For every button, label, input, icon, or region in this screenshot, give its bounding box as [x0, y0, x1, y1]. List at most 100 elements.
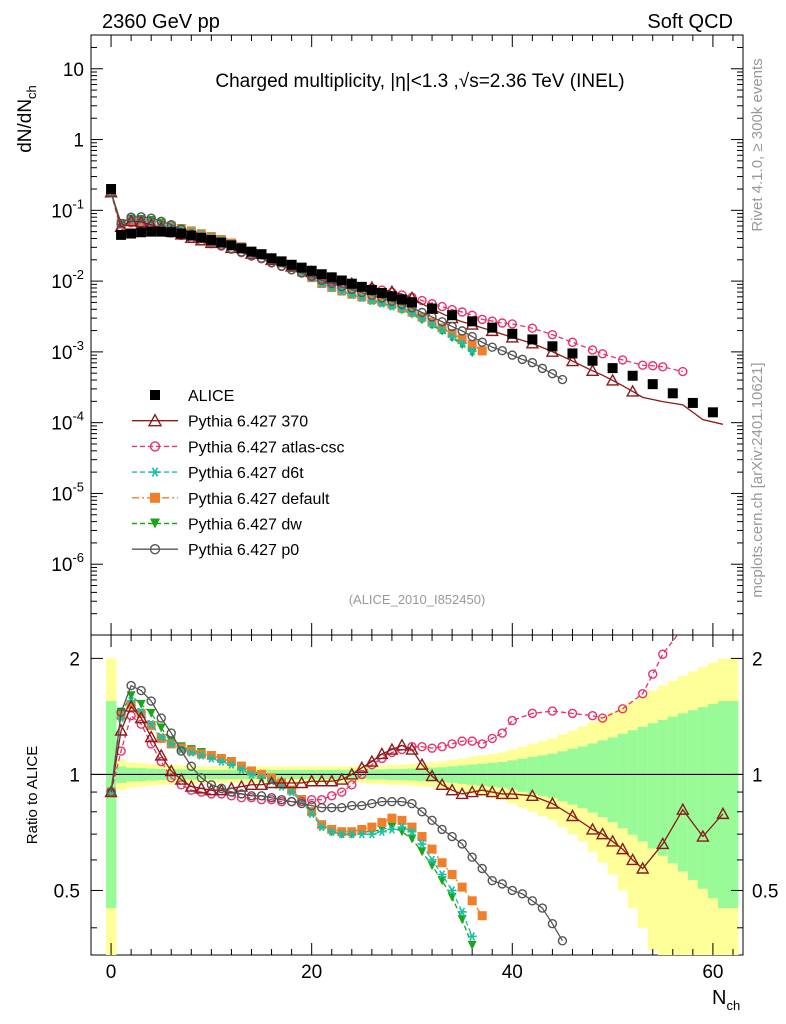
star-stroke — [429, 319, 435, 329]
legend-entry: Pythia 6.427 default — [132, 491, 330, 508]
mcplots-label: mcplots.cern.ch [arXiv:2401.10621] — [749, 362, 766, 597]
series-line — [110, 192, 563, 381]
ratio-point — [154, 748, 168, 761]
ratio-point — [327, 802, 337, 813]
y-tick-exponent: -2 — [72, 267, 84, 282]
series-alice — [106, 184, 718, 418]
ratio-point — [656, 837, 670, 850]
legend-label: Pythia 6.427 370 — [188, 414, 308, 431]
data-point — [377, 299, 387, 308]
ratio-point — [236, 761, 246, 771]
x-axis-label: Nch — [712, 987, 740, 1013]
data-point — [457, 334, 467, 344]
data-point — [457, 307, 467, 317]
star-stroke — [258, 773, 265, 783]
ratio-point — [216, 757, 226, 766]
ratio-point — [427, 844, 437, 854]
ratio-point — [286, 796, 297, 807]
ratio-point — [337, 829, 347, 839]
ratio-point — [294, 776, 309, 789]
ratio-point — [176, 746, 186, 756]
ratio-point — [397, 815, 407, 825]
uncertainty-bands — [106, 658, 739, 955]
data-point — [557, 374, 568, 385]
ratio-point — [417, 807, 427, 817]
ratio-point — [196, 773, 207, 783]
ratio-point — [317, 820, 327, 830]
ratio-point — [467, 852, 477, 862]
star-stroke — [238, 765, 245, 774]
data-point — [387, 302, 397, 311]
ratio-point — [256, 791, 267, 801]
band-stat — [577, 746, 588, 808]
data-point — [316, 269, 327, 280]
band-stat — [657, 719, 669, 856]
ratio-point — [124, 699, 138, 712]
ratio-point — [497, 728, 507, 738]
data-point — [346, 278, 357, 289]
ratio-point — [557, 936, 568, 946]
data-point — [337, 287, 347, 296]
ratio-point — [387, 813, 397, 823]
ratio-point — [397, 822, 407, 832]
data-point — [286, 259, 297, 270]
analysis-tag: (ALICE_2010_I852450) — [349, 592, 486, 607]
band-stat — [597, 740, 608, 818]
ratio-line — [110, 694, 473, 946]
ratio-point — [126, 699, 136, 709]
ratio-point — [415, 757, 429, 770]
star-stroke — [388, 825, 395, 834]
data-point — [156, 226, 167, 237]
x-tick-label: 40 — [502, 962, 523, 983]
ratio-point — [136, 699, 146, 709]
data-point — [407, 308, 417, 318]
y-tick-exponent: -5 — [72, 479, 84, 494]
ratio-point — [597, 713, 608, 723]
series-line — [110, 192, 473, 354]
ratio-point — [407, 822, 417, 832]
ratio-tick-label: 0.5 — [54, 881, 80, 902]
rivet-label: Rivet 4.1.0, ≥ 300k events — [749, 58, 766, 231]
ratio-point — [625, 852, 640, 866]
data-point — [467, 316, 478, 327]
ratio-point — [615, 842, 630, 855]
star-stroke — [378, 299, 385, 308]
ratio-point — [447, 831, 457, 842]
ratio-point — [617, 704, 628, 714]
star-stroke — [358, 293, 365, 303]
data-point — [447, 310, 458, 321]
ratio-point — [467, 932, 477, 941]
ratio-point — [156, 732, 166, 742]
data-point — [427, 319, 437, 329]
ratio-point — [467, 896, 477, 906]
series-line — [110, 192, 683, 373]
ratio-point — [377, 827, 387, 837]
data-point — [326, 272, 337, 283]
data-point — [276, 256, 287, 267]
data-point — [447, 321, 457, 332]
ratio-point — [226, 787, 237, 797]
ratio-point — [605, 834, 620, 847]
ratio-point — [246, 766, 256, 776]
data-point — [116, 218, 126, 229]
data-point — [467, 331, 477, 342]
band-stat — [697, 707, 709, 889]
data-point — [126, 212, 136, 222]
star-stroke — [278, 782, 285, 791]
band-stat — [567, 748, 578, 805]
band-stat — [647, 723, 659, 849]
ratio-point — [166, 773, 176, 783]
ratio-point — [397, 796, 407, 807]
legend-label: Pythia 6.427 atlas-csc — [188, 439, 345, 456]
ratio-point — [367, 798, 377, 809]
ratio-point — [176, 780, 186, 790]
band-stat — [667, 716, 679, 864]
ratio-point — [276, 794, 287, 805]
legend-marker — [149, 441, 161, 452]
star-stroke — [248, 770, 255, 779]
data-point — [256, 249, 267, 260]
data-point — [447, 329, 457, 339]
star-stroke — [218, 757, 225, 766]
band-stat — [517, 758, 528, 792]
